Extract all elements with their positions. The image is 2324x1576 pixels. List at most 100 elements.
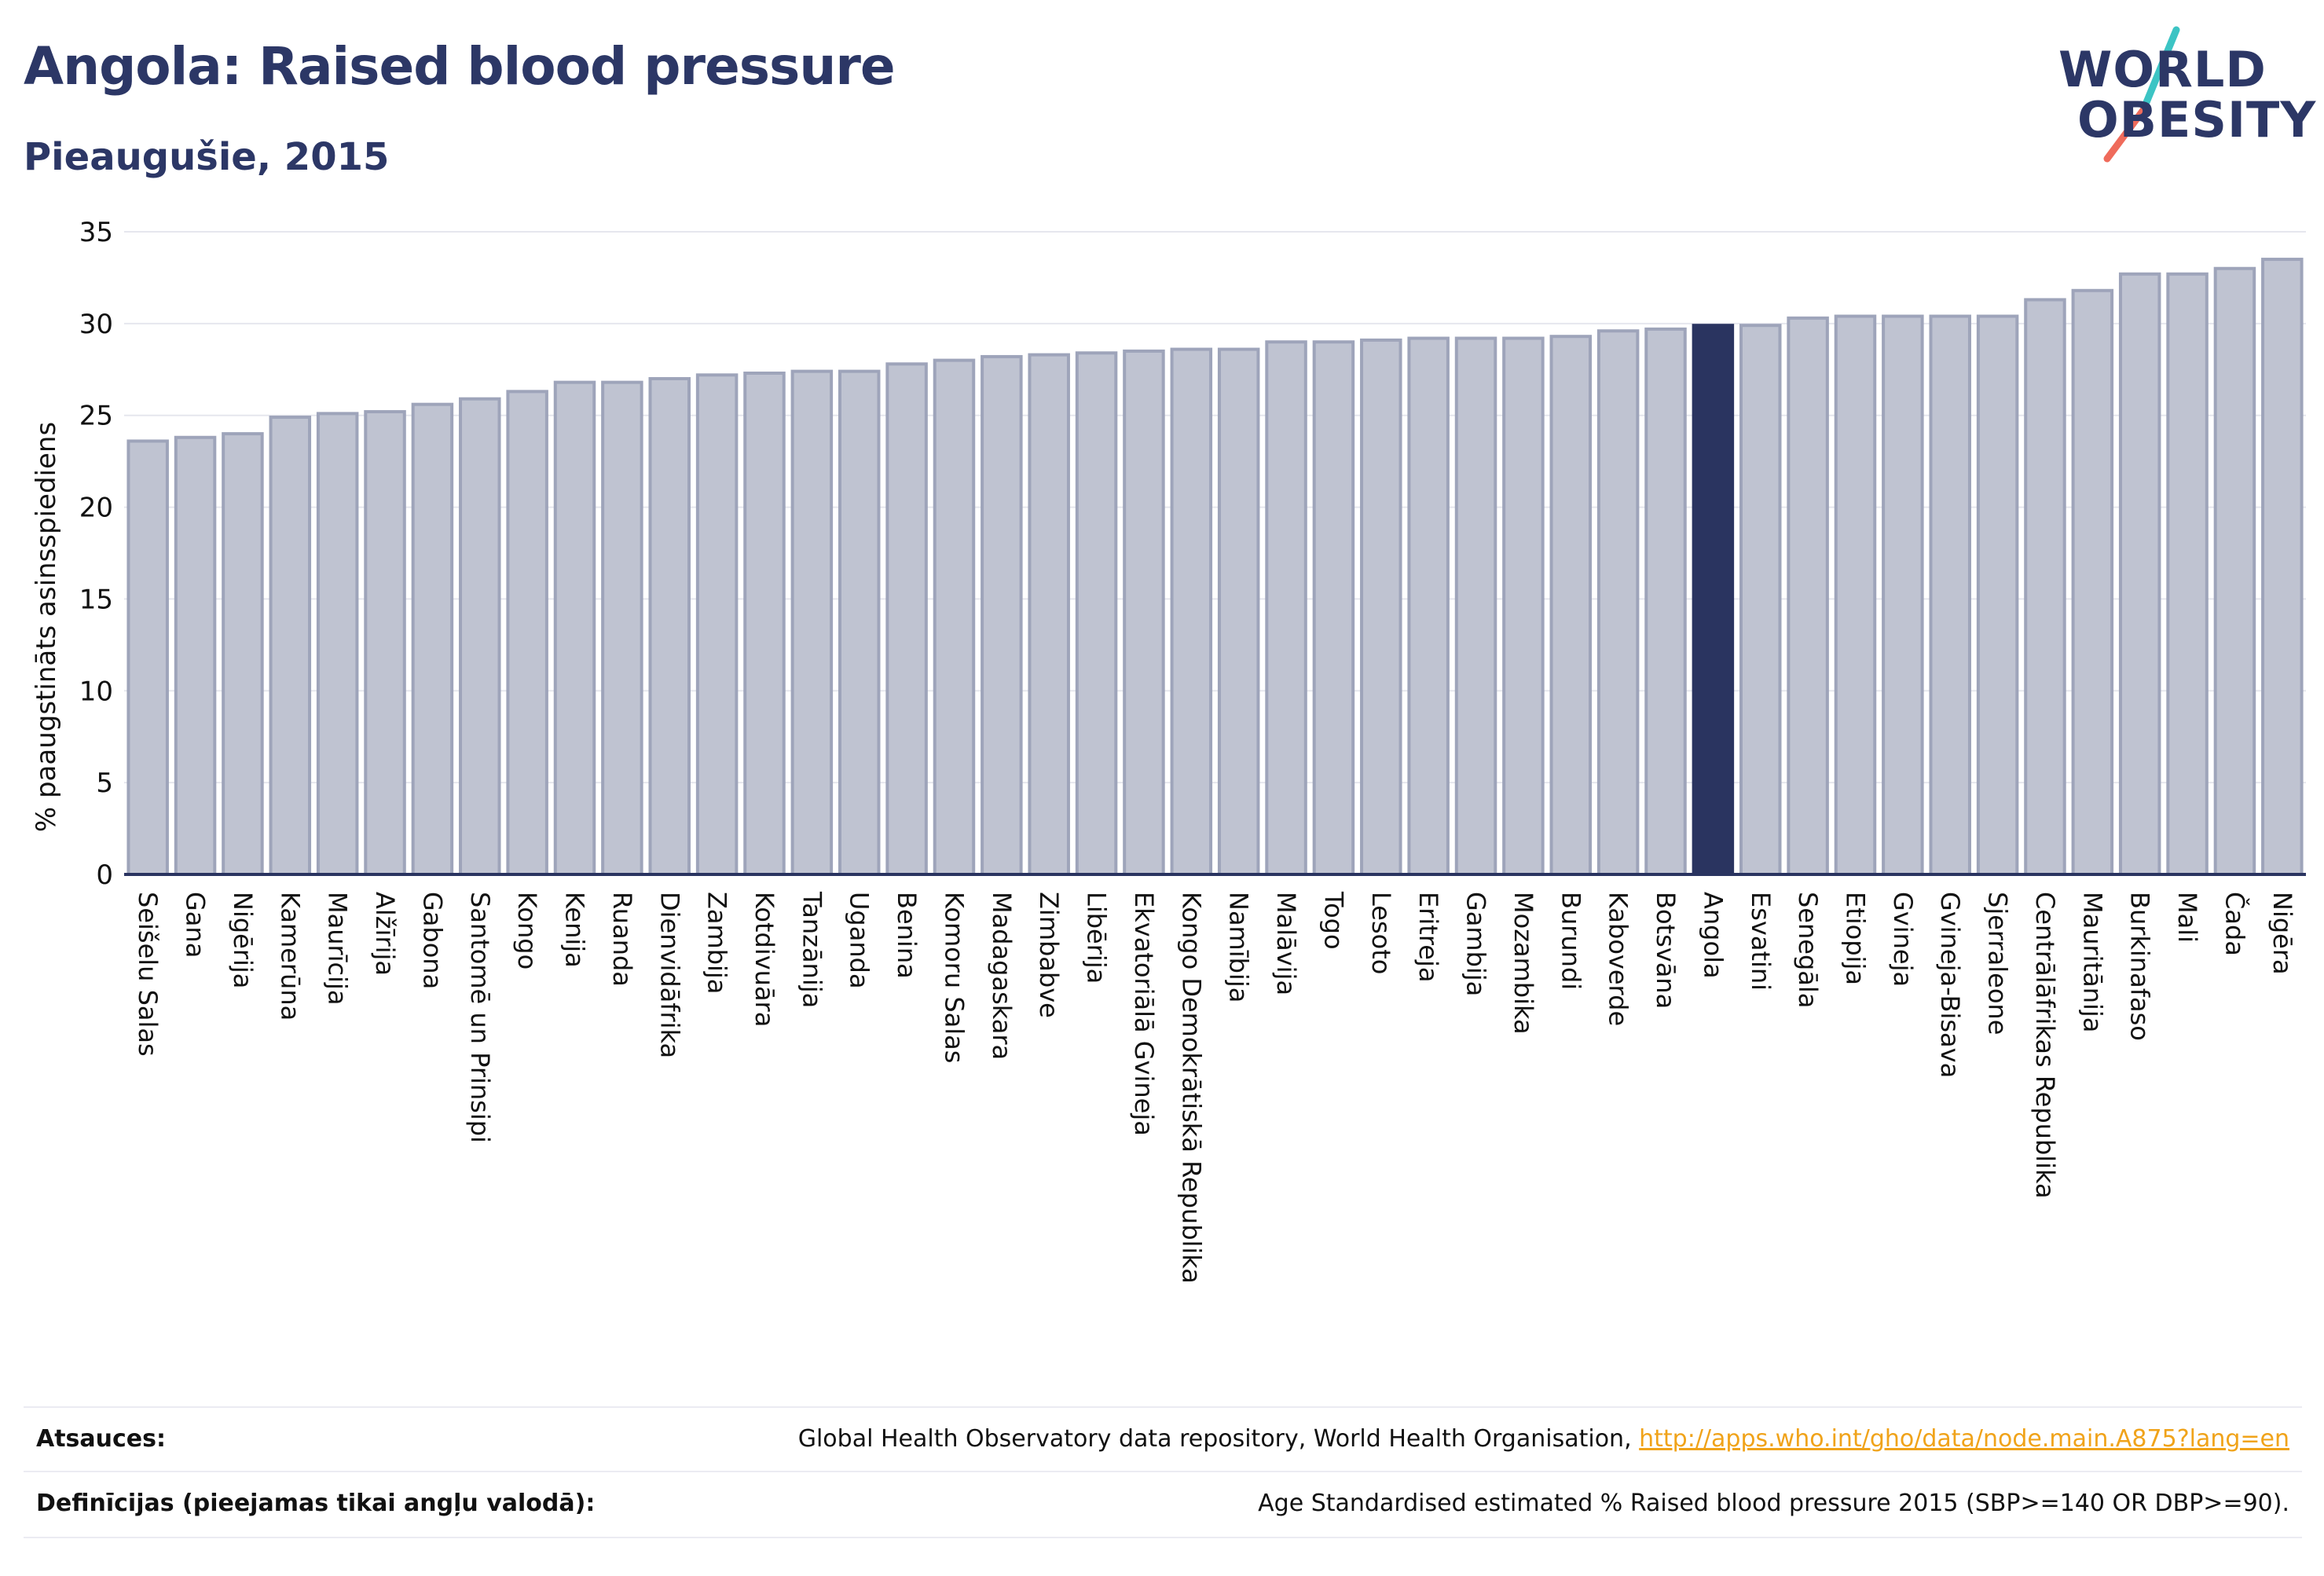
x-tick-label: Kongo (512, 892, 542, 969)
x-tick-label: Sjerraleone (1983, 892, 2013, 1035)
sources-row: Atsauces: Global Health Observatory data… (24, 1406, 2302, 1472)
bar-3 (269, 416, 312, 876)
bar-18 (981, 354, 1023, 876)
sources-label: Atsauces: (36, 1425, 166, 1453)
x-tick-label: Uganda (845, 892, 874, 989)
bar-38 (1929, 314, 1971, 877)
x-tick-label: Maurīcija (323, 892, 353, 1006)
x-tick-label: Čada (2220, 892, 2250, 956)
bar-42 (2118, 272, 2161, 877)
x-tick-label: Mozambika (1508, 892, 1538, 1035)
x-tick-label: Zimbabve (1034, 892, 1064, 1018)
bar-20 (1075, 351, 1118, 877)
x-tick-label: Kaboverde (1604, 892, 1633, 1026)
bar-35 (1787, 316, 1829, 877)
x-tick-label: Tanzānija (797, 891, 827, 1008)
bar-24 (1265, 340, 1307, 876)
x-tick-label: Ekvatoriālā Gvineja (1129, 892, 1159, 1136)
x-tick-label: Esvatini (1746, 892, 1776, 991)
bar-25 (1312, 340, 1355, 876)
x-tick-label: Botsvāna (1651, 892, 1681, 1009)
x-tick-label: Gabona (417, 892, 447, 989)
logo-slash-teal (2139, 26, 2180, 114)
bar-14 (790, 369, 834, 876)
bar-23 (1217, 347, 1260, 876)
x-tick-label: Senegāla (1793, 892, 1823, 1008)
bar-32 (1644, 327, 1687, 876)
y-tick-label: 35 (79, 217, 113, 248)
definitions-row: Definīcijas (pieejamas tikai angļu valod… (24, 1471, 2302, 1538)
bar-30 (1549, 335, 1593, 876)
bar-36 (1834, 314, 1877, 877)
x-tick-label: Kamerūna (275, 892, 305, 1021)
x-tick-label: Burundi (1556, 892, 1585, 990)
bar-2 (222, 432, 264, 877)
y-tick-label: 10 (79, 676, 113, 707)
y-axis-label: % paaugstināts asinsspiediens (31, 422, 62, 832)
bar-12 (695, 373, 739, 877)
x-tick-label: Alžīrija (370, 892, 400, 976)
y-tick-label: 15 (79, 584, 113, 615)
chart-title: Angola: Raised blood pressure (24, 36, 896, 97)
chart-subtitle: Pieaugušie, 2015 (24, 135, 390, 179)
x-tick-label: Malāvija (1271, 892, 1301, 995)
bar-16 (885, 362, 928, 876)
bar-31 (1596, 329, 1640, 877)
x-tick-label: Kenija (560, 892, 590, 968)
y-tick-label: 30 (79, 309, 113, 340)
bar-43 (2166, 272, 2209, 877)
x-tick-label: Gana (181, 892, 211, 958)
x-tick-label: Dienvidāfrika (654, 892, 684, 1058)
x-tick-label: Mauritānija (2077, 892, 2107, 1032)
bar-28 (1454, 336, 1497, 877)
sources-link[interactable]: http://apps.who.int/gho/data/node.main.A… (1639, 1425, 2289, 1453)
y-tick-label: 5 (96, 768, 113, 799)
bar-4 (316, 412, 359, 876)
bar-9 (553, 380, 596, 877)
logo-slash-coral (2103, 106, 2147, 163)
bar-45 (2261, 258, 2304, 877)
definitions-text: Age Standardised estimated % Raised bloo… (1258, 1490, 2289, 1517)
bar-37 (1882, 314, 1924, 877)
x-tick-label: Ruanda (607, 892, 637, 987)
bar-39 (1976, 314, 2019, 877)
y-tick-label: 20 (79, 493, 113, 524)
bar-40 (2024, 298, 2066, 876)
x-tick-label: Seišelu Salas (133, 892, 163, 1057)
bar-34 (1739, 324, 1782, 877)
y-tick-label: 0 (96, 859, 113, 891)
x-tick-labels: Seišelu Salas Gana Nigērija Kamerūna Maurīci… (133, 891, 2297, 1284)
bar-0 (126, 439, 169, 877)
x-tick-label: Nigērija (228, 892, 258, 988)
bars (126, 258, 2304, 877)
logo-word-obesity: OBESITY (2077, 91, 2317, 148)
bar-29 (1502, 336, 1545, 877)
bar-44 (2213, 266, 2256, 876)
x-tick-label: Burkinafaso (2125, 892, 2155, 1041)
bar-17 (933, 358, 976, 877)
definitions-label: Definīcijas (pieejamas tikai angļu valod… (36, 1490, 596, 1517)
x-tick-label: Libērija (1082, 892, 1112, 984)
bar-41 (2071, 288, 2114, 876)
bar-6 (411, 402, 454, 877)
x-tick-label: Zambija (702, 892, 732, 994)
bar-10 (601, 380, 643, 877)
bar-15 (838, 369, 881, 876)
sources-text: Global Health Observatory data repositor… (797, 1425, 1640, 1453)
bar-21 (1123, 349, 1165, 876)
x-tick-label: Benina (892, 892, 922, 979)
x-tick-label: Centrālāfrikas Republika (2030, 892, 2060, 1199)
x-tick-label: Gvineja (1888, 892, 1918, 987)
x-tick-label: Mali (2172, 892, 2202, 943)
bar-7 (459, 397, 501, 876)
y-tick-labels: 0 5 10 15 20 25 30 35 (79, 217, 113, 891)
x-tick-label: Komoru Salas (939, 892, 969, 1063)
x-tick-label: Madagaskara (987, 892, 1017, 1060)
x-tick-label: Etiopija (1840, 892, 1870, 985)
bar-26 (1360, 338, 1402, 877)
y-tick-label: 25 (79, 401, 113, 432)
x-tick-label: Gambija (1461, 892, 1491, 996)
x-tick-label: Kotdivuāra (750, 892, 779, 1027)
x-tick-label: Kongo Demokrātiskā Republika (1176, 892, 1206, 1284)
x-tick-label: Eritreja (1413, 892, 1443, 982)
